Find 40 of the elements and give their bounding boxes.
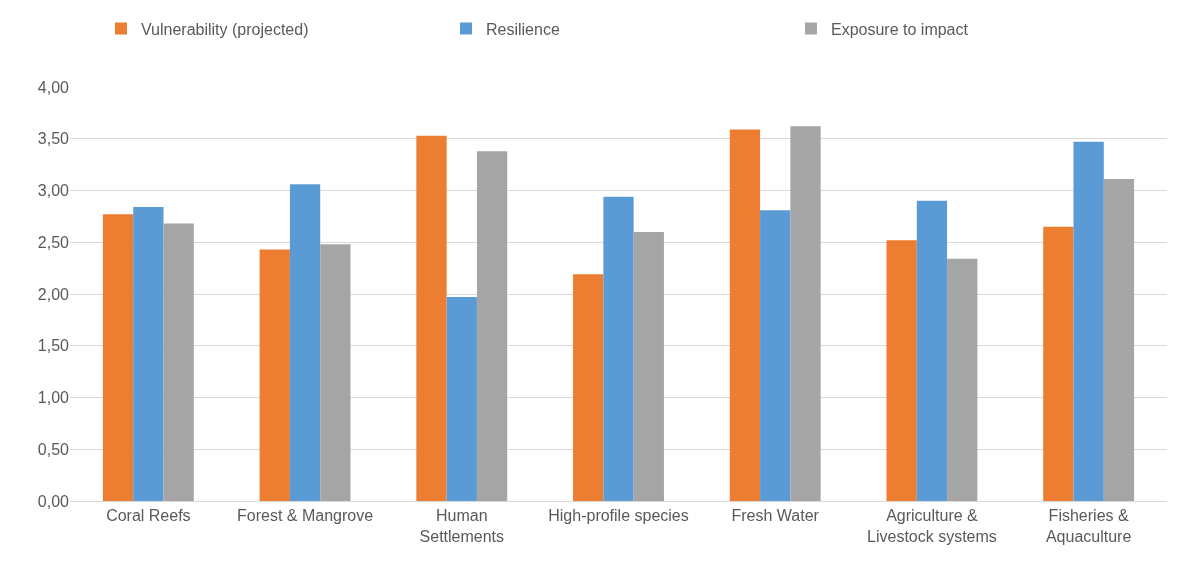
legend-label: Resilience xyxy=(486,20,560,38)
y-tick-label: 0,50 xyxy=(37,440,70,458)
bar xyxy=(886,240,917,501)
x-tick-label: Fresh Water xyxy=(731,507,820,525)
bar xyxy=(1043,226,1074,501)
bar xyxy=(133,207,164,501)
y-tick-label: 2,00 xyxy=(37,285,70,303)
x-tick-label: Forest & Mangrove xyxy=(237,507,374,525)
y-tick-label: 4,00 xyxy=(37,78,70,96)
bar xyxy=(102,214,134,501)
x-tick-label: Human Settlements xyxy=(419,507,505,545)
bar xyxy=(259,249,290,501)
bar xyxy=(916,200,948,501)
y-tick-label: 0,00 xyxy=(37,492,70,510)
bar xyxy=(760,210,791,501)
bar xyxy=(603,196,634,501)
y-tick-label: 1,00 xyxy=(37,389,70,407)
bar xyxy=(790,126,821,501)
bar xyxy=(289,184,321,501)
bar xyxy=(947,258,978,501)
bar xyxy=(163,223,194,501)
bar xyxy=(573,274,604,501)
bar xyxy=(1103,179,1135,501)
bar xyxy=(729,129,761,501)
bar xyxy=(1073,141,1104,501)
bar xyxy=(416,135,447,501)
bar xyxy=(446,297,477,501)
x-tick-label: Coral Reefs xyxy=(106,507,191,525)
x-tick-label: Agriculture & Livestock systems xyxy=(867,507,997,545)
x-tick-label: High-profile species xyxy=(548,507,689,525)
bar xyxy=(633,231,664,501)
legend-label: Vulnerability (projected) xyxy=(141,20,309,38)
x-tick-label: Fisheries & Aquaculture xyxy=(1045,507,1132,545)
y-tick-label: 3,00 xyxy=(37,182,70,200)
bar xyxy=(476,151,508,501)
y-tick-label: 3,50 xyxy=(37,130,70,148)
y-tick-label: 1,50 xyxy=(37,337,70,355)
y-tick-label: 2,50 xyxy=(37,233,70,251)
bar xyxy=(320,244,351,501)
legend-label: Exposure to impact xyxy=(831,20,969,38)
